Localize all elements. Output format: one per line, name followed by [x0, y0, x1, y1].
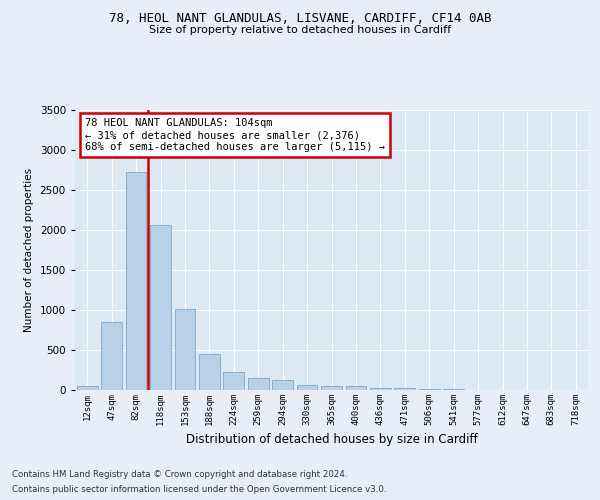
- Bar: [125, 172, 146, 390]
- Text: Contains HM Land Registry data © Crown copyright and database right 2024.: Contains HM Land Registry data © Crown c…: [12, 470, 347, 479]
- Bar: [248, 378, 269, 390]
- Bar: [175, 309, 196, 390]
- Bar: [370, 388, 391, 390]
- Bar: [77, 386, 98, 390]
- Bar: [223, 372, 244, 390]
- Bar: [394, 388, 415, 390]
- Text: Size of property relative to detached houses in Cardiff: Size of property relative to detached ho…: [149, 25, 451, 35]
- Bar: [296, 385, 317, 390]
- Bar: [150, 225, 171, 390]
- Bar: [101, 322, 122, 390]
- Bar: [321, 386, 342, 390]
- Bar: [346, 386, 367, 390]
- X-axis label: Distribution of detached houses by size in Cardiff: Distribution of detached houses by size …: [185, 434, 478, 446]
- Bar: [199, 354, 220, 390]
- Bar: [272, 380, 293, 390]
- Text: Contains public sector information licensed under the Open Government Licence v3: Contains public sector information licen…: [12, 485, 386, 494]
- Text: 78 HEOL NANT GLANDULAS: 104sqm
← 31% of detached houses are smaller (2,376)
68% : 78 HEOL NANT GLANDULAS: 104sqm ← 31% of …: [85, 118, 385, 152]
- Bar: [419, 389, 440, 390]
- Y-axis label: Number of detached properties: Number of detached properties: [24, 168, 34, 332]
- Text: 78, HEOL NANT GLANDULAS, LISVANE, CARDIFF, CF14 0AB: 78, HEOL NANT GLANDULAS, LISVANE, CARDIF…: [109, 12, 491, 26]
